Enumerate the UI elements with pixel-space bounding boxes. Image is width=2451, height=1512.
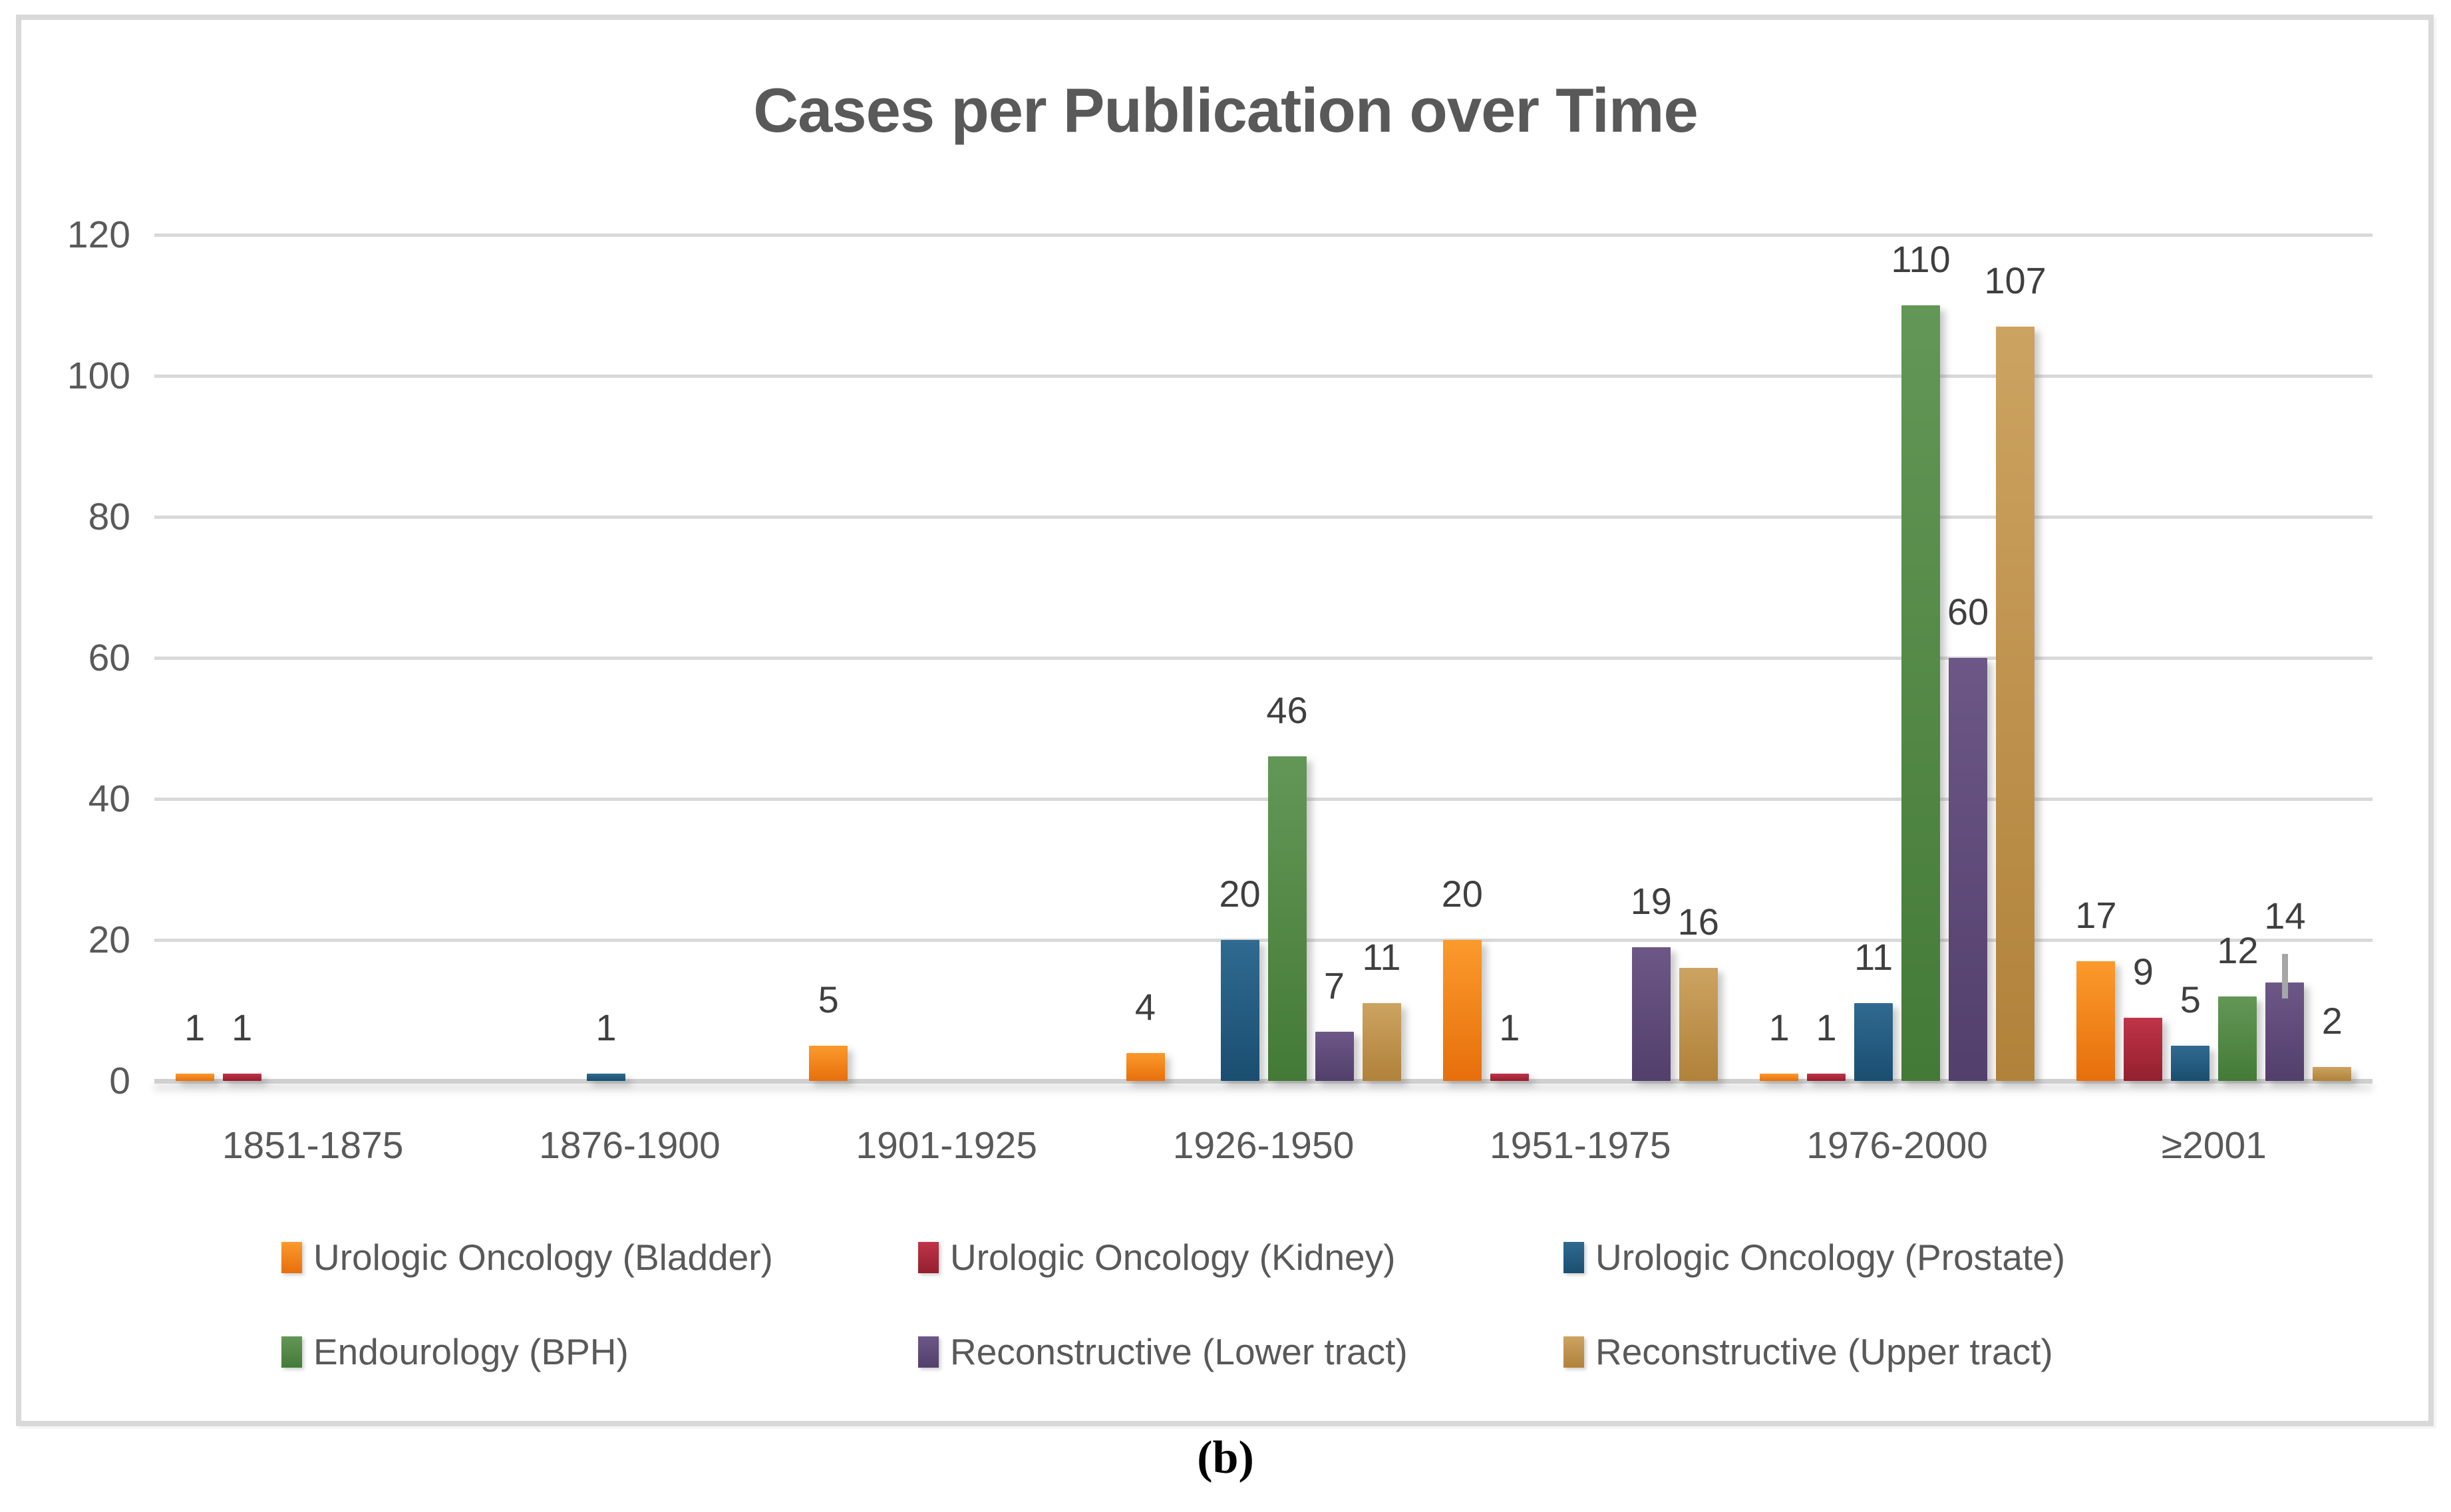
x-category-label: 1926-1950 (1172, 1124, 1355, 1167)
legend-item: Reconstructive (Upper tract) (1563, 1331, 2053, 1372)
bar-value-label: 1 (184, 1006, 206, 1049)
bar-value-label: 19 (1630, 879, 1672, 922)
x-category-label: 1876-1900 (539, 1124, 721, 1167)
x-category-label: 1951-1975 (1489, 1124, 1671, 1167)
legend-item: Urologic Oncology (Prostate) (1563, 1237, 2065, 1278)
bar-value-label: 5 (2180, 979, 2201, 1020)
bar (2218, 996, 2257, 1081)
bar (1996, 326, 2035, 1081)
bar-value-label: 11 (1362, 936, 1401, 979)
y-gridline (154, 516, 2372, 519)
bar (1901, 305, 1941, 1081)
y-gridline (154, 233, 2372, 237)
legend-label: Urologic Oncology (Prostate) (1595, 1237, 2066, 1278)
legend-item: Urologic Oncology (Bladder) (281, 1237, 773, 1278)
legend-label: Reconstructive (Upper tract) (1595, 1331, 2053, 1372)
legend-swatch (918, 1241, 939, 1273)
legend-item: Reconstructive (Lower tract) (918, 1331, 1408, 1372)
y-tick-label: 0 (109, 1060, 130, 1102)
bar-value-label: 5 (818, 979, 839, 1020)
bar-value-label: 20 (1219, 873, 1261, 915)
x-category-label: 1851-1875 (222, 1124, 404, 1167)
y-tick-label: 60 (88, 637, 130, 679)
bar-value-label: 1 (232, 1006, 253, 1049)
y-gridline (154, 657, 2372, 660)
bar-value-label: 4 (1134, 985, 1156, 1028)
bar-value-label: 20 (1441, 873, 1483, 915)
bar-value-label: 1 (1768, 1006, 1790, 1049)
bar-value-label: 7 (1323, 964, 1345, 1006)
bar (1490, 1074, 1529, 1081)
bar (809, 1046, 848, 1081)
bar (175, 1074, 214, 1081)
legend-label: Urologic Oncology (Kidney) (950, 1237, 1396, 1278)
figure-caption: (b) (1197, 1432, 1254, 1483)
bar-value-label: 107 (1984, 259, 2046, 301)
bar-value-label: 2 (2321, 999, 2343, 1042)
y-tick-label: 120 (67, 214, 130, 256)
bar-value-label: 16 (1677, 901, 1719, 943)
chart-title: Cases per Publication over Time (753, 75, 1699, 145)
bar (1854, 1003, 1893, 1081)
legend-swatch (1563, 1241, 1584, 1273)
bar-value-label: 17 (2075, 893, 2117, 936)
bar-value-label: 1 (1816, 1006, 1837, 1049)
x-category-label: ≥2001 (2161, 1124, 2267, 1167)
legend-item: Endourology (BPH) (281, 1331, 629, 1372)
chart-frame (16, 15, 2434, 1426)
bar (1315, 1031, 1354, 1081)
x-axis-line (154, 1079, 2372, 1084)
bar-value-label: 9 (2132, 950, 2154, 992)
legend-swatch (281, 1336, 302, 1368)
error-bar (2281, 954, 2288, 998)
bar (2313, 1066, 2352, 1081)
bar-value-label: 1 (595, 1006, 617, 1049)
bar (1442, 940, 1482, 1081)
y-tick-label: 20 (88, 919, 130, 961)
bar (2171, 1046, 2210, 1081)
legend-label: Urologic Oncology (Bladder) (313, 1237, 773, 1278)
y-gridline (154, 798, 2372, 801)
y-tick-label: 40 (88, 778, 130, 820)
x-category-label: 1901-1925 (856, 1124, 1037, 1167)
y-tick-label: 100 (67, 355, 130, 397)
bar (1267, 756, 1307, 1081)
bar (1631, 947, 1671, 1081)
bar-value-label: 46 (1266, 689, 1308, 732)
bar (2124, 1017, 2163, 1081)
bar-value-label: 110 (1891, 238, 1951, 280)
legend-swatch (918, 1336, 939, 1368)
legend-item: Urologic Oncology (Kidney) (918, 1237, 1395, 1278)
bar-value-label: 60 (1947, 591, 1989, 633)
legend-label: Endourology (BPH) (313, 1331, 629, 1372)
bar (1126, 1052, 1165, 1081)
bar (2265, 982, 2305, 1081)
legend-label: Reconstructive (Lower tract) (950, 1331, 1408, 1372)
y-gridline (154, 939, 2372, 942)
bar (222, 1074, 261, 1081)
bar-value-label: 1 (1499, 1006, 1520, 1049)
bar-value-label: 14 (2264, 895, 2306, 937)
legend-swatch (1563, 1336, 1584, 1368)
x-category-label: 1976-2000 (1806, 1124, 1988, 1167)
bar-value-label: 12 (2217, 929, 2259, 971)
bar-value-label: 11 (1854, 936, 1893, 979)
bar (586, 1074, 625, 1081)
y-gridline (154, 375, 2372, 378)
bar (1679, 968, 1718, 1081)
y-tick-label: 80 (88, 496, 130, 538)
bar (2076, 961, 2116, 1081)
bar (1362, 1003, 1401, 1081)
bar (1949, 658, 1988, 1081)
bar (1220, 940, 1259, 1081)
legend-swatch (281, 1241, 302, 1273)
bar (1807, 1074, 1846, 1081)
bar (1760, 1074, 1799, 1081)
